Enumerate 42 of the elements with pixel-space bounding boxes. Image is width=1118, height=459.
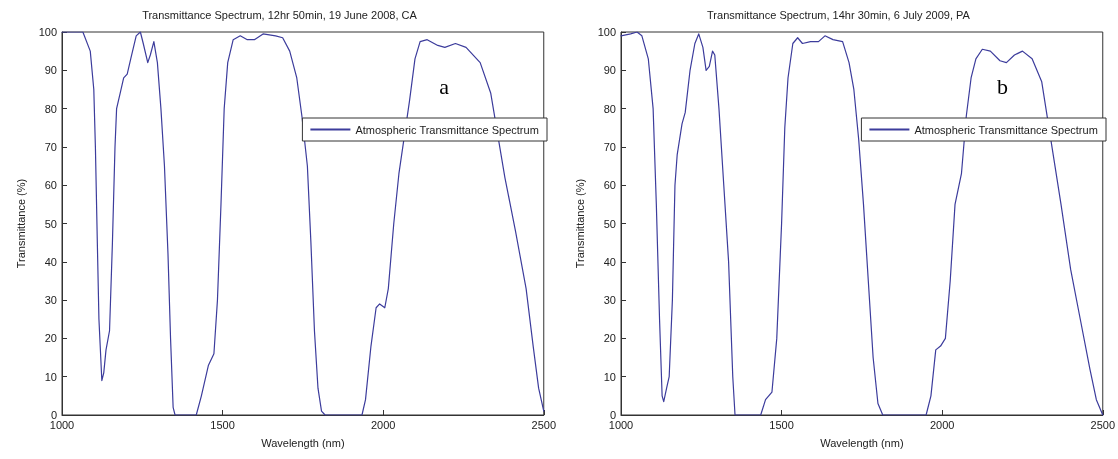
y-tick-label: 10 (603, 370, 616, 383)
x-tick-label: 2500 (531, 418, 557, 431)
y-tick-label: 100 (38, 26, 57, 38)
y-tick-label: 100 (597, 26, 616, 38)
annotation: b (997, 73, 1008, 99)
x-tick-label: 1000 (49, 418, 75, 431)
y-tick-label: 0 (609, 409, 616, 421)
x-tick-label: 2000 (929, 418, 955, 431)
y-tick-label: 60 (603, 179, 616, 192)
y-tick-label: 40 (44, 255, 57, 268)
y-tick-label: 70 (44, 140, 57, 153)
y-tick-label: 70 (603, 140, 616, 153)
x-tick-label: 1500 (769, 418, 794, 431)
y-tick-label: 90 (44, 64, 57, 77)
y-tick-label: 50 (603, 217, 616, 230)
y-tick-label: 30 (603, 294, 616, 307)
x-tick-label: 2000 (370, 418, 396, 431)
x-tick-label: 1500 (210, 418, 235, 431)
y-tick-label: 20 (44, 332, 57, 345)
legend-label: Atmospheric Transmittance Spectrum (914, 123, 1098, 136)
y-tick-label: 20 (603, 332, 616, 345)
legend-label: Atmospheric Transmittance Spectrum (355, 123, 539, 136)
x-axis-title: Wavelength (nm) (820, 436, 904, 449)
y-tick-label: 50 (44, 217, 57, 230)
y-axis-title: Transmittance (%) (14, 178, 27, 269)
line-series (620, 31, 1104, 416)
y-tick-label: 40 (603, 255, 616, 268)
y-tick-label: 10 (44, 370, 57, 383)
x-axis-title: Wavelength (nm) (261, 436, 345, 449)
y-tick-label: 90 (603, 64, 616, 77)
line-series (61, 31, 545, 416)
x-tick-label: 2500 (1090, 418, 1116, 431)
annotation: a (439, 73, 450, 99)
y-tick-label: 80 (603, 102, 616, 115)
y-tick-label: 60 (44, 179, 57, 192)
chart-title: Transmittance Spectrum, 12hr 50min, 19 June 2008, CA (142, 8, 418, 21)
y-tick-label: 0 (50, 409, 57, 421)
y-tick-label: 30 (44, 294, 57, 307)
y-tick-label: 80 (44, 102, 57, 115)
y-axis-title: Transmittance (%) (573, 178, 586, 269)
x-tick-label: 1000 (608, 418, 634, 431)
chart-title: Transmittance Spectrum, 14hr 30min, 6 July 2009, PA (707, 8, 971, 21)
